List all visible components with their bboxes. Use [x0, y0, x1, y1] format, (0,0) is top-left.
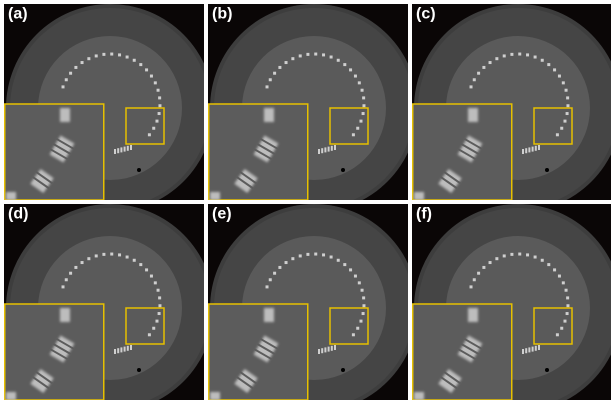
panel-label: (c) [416, 5, 436, 22]
ct-panel: (c) [412, 4, 611, 212]
ct-panel: (a) [4, 4, 214, 212]
panel-label: (e) [212, 205, 232, 222]
ct-panel: (d) [4, 204, 214, 400]
panel-label: (d) [8, 205, 28, 222]
panel-label: (b) [212, 5, 232, 22]
panel-label: (a) [8, 5, 28, 22]
ct-panel: (b) [208, 4, 418, 212]
ct-image [4, 4, 214, 212]
ct-image [208, 204, 418, 400]
panel-grid: (a) (b) (c) (d) (e) (f) [4, 4, 611, 400]
ct-panel: (e) [208, 204, 418, 400]
panel-label: (f) [416, 205, 432, 222]
ct-image [208, 4, 418, 212]
ct-image [4, 204, 214, 400]
ct-image [412, 4, 611, 212]
ct-image [412, 204, 611, 400]
ct-panel: (f) [412, 204, 611, 400]
figure: (a) (b) (c) (d) (e) (f) [0, 0, 611, 400]
